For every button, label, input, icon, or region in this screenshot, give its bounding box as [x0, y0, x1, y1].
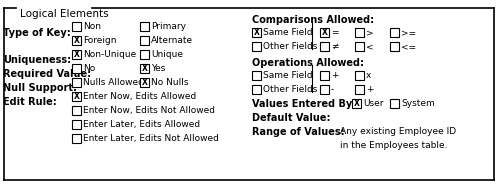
Bar — [72, 92, 81, 101]
Bar — [72, 78, 81, 87]
Bar — [320, 28, 329, 37]
Bar — [390, 99, 399, 108]
Text: Alternate: Alternate — [151, 36, 193, 45]
Text: X: X — [74, 36, 80, 45]
Text: Enter Later, Edits Allowed: Enter Later, Edits Allowed — [83, 120, 200, 129]
Bar — [352, 99, 361, 108]
Text: Operations Allowed:: Operations Allowed: — [252, 58, 364, 68]
Bar — [72, 120, 81, 129]
Text: Any existing Employee ID: Any existing Employee ID — [340, 127, 456, 136]
Text: X: X — [74, 50, 80, 59]
Text: <=: <= — [401, 42, 416, 51]
Bar — [252, 71, 261, 80]
Text: Values Entered By:: Values Entered By: — [252, 99, 356, 109]
Bar — [72, 106, 81, 115]
Text: Same Field: Same Field — [263, 71, 312, 80]
Text: Required Value:: Required Value: — [3, 69, 91, 79]
Text: No: No — [83, 64, 95, 73]
Bar — [72, 64, 81, 73]
Text: <: < — [366, 42, 374, 51]
Text: >=: >= — [401, 28, 416, 37]
Bar — [252, 42, 261, 51]
Bar — [320, 85, 329, 94]
Text: Same Field: Same Field — [263, 28, 312, 37]
Bar — [140, 78, 149, 87]
Text: No Nulls: No Nulls — [151, 78, 188, 87]
Text: X: X — [354, 99, 360, 108]
Text: System: System — [401, 99, 435, 108]
Bar — [355, 28, 364, 37]
Text: Enter Now, Edits Allowed: Enter Now, Edits Allowed — [83, 92, 196, 101]
Bar — [252, 28, 261, 37]
Bar — [72, 50, 81, 59]
Text: Other Fields: Other Fields — [263, 85, 318, 94]
Bar — [320, 71, 329, 80]
Text: X: X — [254, 28, 260, 37]
Text: Foreign: Foreign — [83, 36, 116, 45]
Text: Non-Unique: Non-Unique — [83, 50, 136, 59]
Bar — [72, 22, 81, 31]
Bar — [252, 85, 261, 94]
Text: Null Support:: Null Support: — [3, 83, 77, 93]
Text: X: X — [142, 64, 148, 73]
Text: Unique: Unique — [151, 50, 183, 59]
Text: User: User — [363, 99, 384, 108]
Text: Enter Now, Edits Not Allowed: Enter Now, Edits Not Allowed — [83, 106, 215, 115]
Text: Other Fields: Other Fields — [263, 42, 318, 51]
Bar — [355, 85, 364, 94]
Bar — [72, 134, 81, 143]
Text: Primary: Primary — [151, 22, 186, 31]
Text: Comparisons Allowed:: Comparisons Allowed: — [252, 15, 374, 25]
Text: x: x — [366, 71, 372, 80]
Text: Default Value:: Default Value: — [252, 113, 330, 123]
Bar — [320, 42, 329, 51]
Text: Non: Non — [83, 22, 101, 31]
Bar — [72, 36, 81, 45]
Bar — [140, 36, 149, 45]
Text: Edit Rule:: Edit Rule: — [3, 97, 57, 107]
Text: in the Employees table.: in the Employees table. — [340, 141, 448, 150]
Text: Enter Later, Edits Not Allowed: Enter Later, Edits Not Allowed — [83, 134, 219, 143]
Bar — [140, 64, 149, 73]
Text: ≠: ≠ — [331, 42, 338, 51]
Text: X: X — [142, 78, 148, 87]
Bar — [355, 71, 364, 80]
Text: +: + — [331, 71, 338, 80]
Text: =: = — [331, 28, 338, 37]
Text: Logical Elements: Logical Elements — [20, 9, 108, 19]
Text: +: + — [366, 85, 374, 94]
Bar — [355, 42, 364, 51]
Text: -: - — [331, 85, 334, 94]
Bar — [390, 42, 399, 51]
Text: Range of Values:: Range of Values: — [252, 127, 344, 137]
Bar — [140, 22, 149, 31]
Bar — [140, 50, 149, 59]
Text: >: > — [366, 28, 374, 37]
Text: X: X — [74, 92, 80, 101]
Text: Type of Key:: Type of Key: — [3, 28, 71, 38]
Bar — [390, 28, 399, 37]
Text: Yes: Yes — [151, 64, 166, 73]
Text: X: X — [322, 28, 328, 37]
Text: Nulls Allowed: Nulls Allowed — [83, 78, 144, 87]
Text: Uniqueness:: Uniqueness: — [3, 55, 71, 65]
